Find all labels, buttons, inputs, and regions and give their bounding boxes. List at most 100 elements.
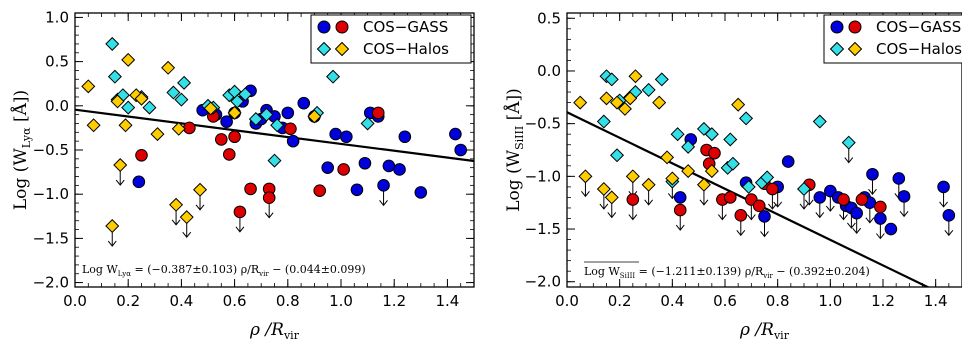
legend-entry-label: COS−GASS — [363, 18, 448, 36]
cos-halos-point — [812, 114, 827, 129]
legend-marker — [316, 41, 332, 57]
cos-halos-point — [841, 135, 856, 150]
cos-gass-point — [874, 200, 887, 214]
y-tick-label: −1.0 — [33, 185, 69, 203]
y-tick-label: −1.0 — [525, 167, 561, 185]
cos-halos-point — [696, 177, 711, 192]
cos-gass-point — [837, 193, 850, 206]
x-tick-label: 0.6 — [223, 292, 247, 310]
cos-gass-point — [244, 182, 257, 196]
cos-halos-point — [142, 100, 157, 115]
cos-gass-point — [874, 212, 887, 225]
cos-gass-point — [132, 175, 146, 189]
cos-halos-point — [610, 148, 625, 163]
cos-gass-point — [626, 193, 640, 206]
cos-gass-point — [358, 156, 372, 170]
y-tick-label: −2.0 — [525, 273, 561, 291]
x-tick-label: 1.2 — [382, 292, 406, 310]
x-tick-label: 1.2 — [871, 292, 895, 310]
cos-halos-point — [641, 82, 656, 97]
cos-halos-point — [641, 177, 656, 192]
cos-halos-point — [307, 109, 322, 124]
cos-halos-point — [166, 85, 181, 100]
cos-gass-point — [262, 191, 276, 205]
y-axis-label: Log (WLyα [Å]) — [10, 90, 33, 210]
cos-halos-point — [118, 118, 133, 133]
cos-halos-point — [259, 107, 274, 122]
cos-halos-point — [681, 139, 696, 154]
cos-halos-point — [105, 36, 120, 51]
x-tick-label: 1.4 — [435, 292, 459, 310]
cos-halos-point — [670, 127, 685, 142]
cos-halos-point — [725, 156, 740, 171]
cos-halos-point — [150, 127, 165, 142]
cos-halos-point — [654, 72, 669, 87]
cos-gass-point — [220, 115, 233, 129]
cos-gass-point — [752, 199, 766, 213]
cos-halos-point — [596, 181, 611, 196]
cos-halos-point — [248, 112, 263, 127]
y-tick-label: −0.5 — [33, 141, 69, 159]
cos-halos-point — [741, 179, 756, 194]
cos-halos-point — [617, 101, 632, 116]
legend-entry-label: COS−GASS — [876, 18, 961, 36]
cos-gass-point — [884, 222, 898, 236]
cos-gass-point — [313, 184, 327, 197]
cos-gass-point — [892, 172, 906, 185]
legend-marker — [848, 20, 862, 34]
cos-gass-point — [321, 161, 335, 174]
cos-gass-point — [228, 130, 241, 144]
x-tick-label: 0.2 — [608, 292, 632, 310]
y-tick-label: 0.5 — [45, 53, 69, 71]
cos-halos-point — [161, 60, 176, 75]
legend-entry-label: COS−Halos — [363, 40, 449, 58]
cos-halos-point — [796, 181, 812, 196]
cos-halos-point — [179, 210, 194, 225]
x-axis-label: ρ /Rvir — [739, 320, 790, 342]
cos-halos-point — [193, 182, 208, 197]
cos-gass-point — [329, 127, 342, 141]
cos-gass-point — [297, 96, 311, 110]
cos-gass-point — [673, 191, 687, 204]
cos-halos-point — [704, 164, 719, 179]
fit-equation: Log WSiIII = (−1.211±0.139) ρ/Rvir − (0.… — [584, 265, 870, 280]
cos-halos-point — [652, 95, 667, 110]
cos-halos-point — [203, 101, 218, 116]
legend-marker — [829, 41, 845, 57]
cos-halos-point — [238, 87, 253, 102]
cos-halos-point — [596, 114, 611, 129]
legend: COS−GASS COS−Halos — [823, 14, 962, 64]
cos-gass-point — [382, 159, 396, 173]
y-tick-label: −1.5 — [33, 229, 69, 247]
cos-gass-point — [766, 182, 779, 196]
cos-gass-point — [937, 180, 950, 194]
cos-halos-point — [105, 219, 120, 234]
cos-halos-point — [704, 127, 719, 142]
cos-halos-point — [660, 150, 675, 165]
y-tick-label: 0.0 — [45, 97, 69, 115]
y-tick-label: −0.5 — [525, 115, 561, 133]
x-tick-label: 1.0 — [329, 292, 353, 310]
cos-gass-point — [281, 106, 295, 120]
y-tick-label: 1.0 — [45, 8, 69, 26]
cos-gass-point — [813, 191, 827, 204]
y-tick-label: 0.5 — [537, 9, 561, 27]
cos-gass-point — [673, 203, 687, 217]
cos-halos-point — [573, 95, 588, 110]
cos-halos-point — [731, 97, 746, 112]
x-tick-label: 0.2 — [116, 292, 140, 310]
cos-gass-point — [337, 163, 350, 176]
x-tick-label: 0.6 — [713, 292, 737, 310]
legend-marker — [847, 41, 863, 57]
cos-gass-point — [393, 163, 406, 176]
cos-gass-point — [286, 134, 300, 148]
cos-gass-point — [850, 206, 863, 220]
cos-gass-point — [284, 122, 297, 136]
cos-gass-point — [350, 183, 364, 197]
cos-gass-point — [734, 209, 748, 222]
cos-halos-point — [628, 69, 643, 84]
x-tick-label: 0.8 — [766, 292, 790, 310]
cos-halos-point — [171, 121, 186, 136]
cos-gass-point — [866, 167, 879, 181]
cos-halos-point — [121, 100, 136, 115]
